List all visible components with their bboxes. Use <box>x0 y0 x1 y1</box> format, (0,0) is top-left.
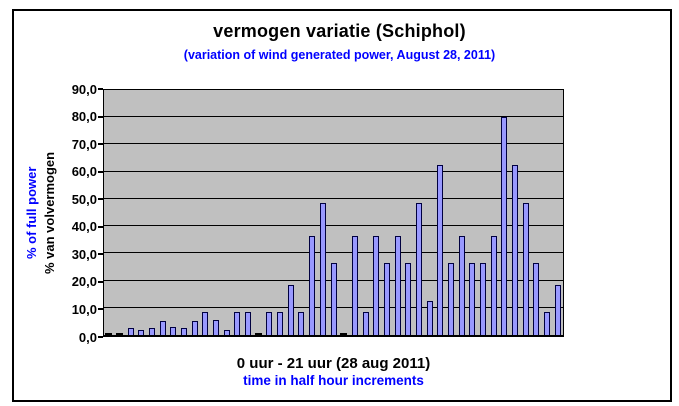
bar <box>245 312 251 335</box>
y-tick-mark <box>98 143 103 145</box>
y-axis-title-dutch: % van volvermogen <box>42 151 57 275</box>
gridline-60 <box>104 171 563 172</box>
y-tick-mark <box>98 253 103 255</box>
bar <box>544 312 550 335</box>
bar <box>224 330 230 335</box>
y-tick-label: 40,0 <box>71 219 97 234</box>
y-tick-mark <box>98 226 103 228</box>
bar <box>181 328 187 335</box>
bar <box>533 263 539 335</box>
bar <box>160 321 166 335</box>
y-tick-mark <box>98 281 103 283</box>
x-axis-subtitle: time in half hour increments <box>243 373 424 388</box>
bar <box>128 328 134 335</box>
bar <box>213 320 219 335</box>
bar <box>437 165 443 335</box>
y-tick-mark <box>98 336 103 338</box>
bar <box>266 312 272 335</box>
y-tick-mark <box>98 308 103 310</box>
bar <box>363 312 369 335</box>
bar <box>512 165 518 335</box>
bar <box>480 263 486 335</box>
bar <box>192 321 198 335</box>
bar-zero <box>340 333 347 335</box>
bar <box>277 312 283 335</box>
bar <box>405 263 411 335</box>
y-tick-label: 60,0 <box>71 164 97 179</box>
bar <box>138 330 144 335</box>
y-tick-mark <box>98 88 103 90</box>
gridline-30 <box>104 252 563 253</box>
chart-subtitle: (variation of wind generated power, Augu… <box>183 48 496 62</box>
bar <box>202 312 208 335</box>
bar <box>331 263 337 335</box>
bar <box>170 327 176 335</box>
bar <box>555 285 561 335</box>
bar <box>352 236 358 335</box>
bar-zero <box>255 333 262 335</box>
y-tick-label: 20,0 <box>71 274 97 289</box>
gridline-80 <box>104 116 563 117</box>
bar <box>373 236 379 335</box>
y-tick-label: 90,0 <box>71 82 97 97</box>
chart-title: vermogen variatie (Schiphol) <box>213 21 466 41</box>
gridline-50 <box>104 198 563 199</box>
y-axis-title-english: % of full power <box>24 166 39 260</box>
bar <box>416 203 422 335</box>
gridline-70 <box>104 143 563 144</box>
bar <box>459 236 465 335</box>
gridline-40 <box>104 225 563 226</box>
x-axis-title: 0 uur - 21 uur (28 aug 2011) <box>236 355 431 372</box>
bar <box>501 117 507 335</box>
bar <box>469 263 475 335</box>
y-tick-label: 80,0 <box>71 109 97 124</box>
y-tick-mark <box>98 198 103 200</box>
bar <box>149 328 155 335</box>
plot-area <box>103 89 564 337</box>
bar <box>395 236 401 335</box>
y-tick-mark <box>98 116 103 118</box>
y-tick-label: 30,0 <box>71 247 97 262</box>
bar <box>491 236 497 335</box>
y-tick-label: 10,0 <box>71 302 97 317</box>
bar <box>384 263 390 335</box>
bar <box>234 312 240 335</box>
bar <box>448 263 454 335</box>
bar <box>523 203 529 335</box>
bar-zero <box>105 333 112 335</box>
y-tick-label: 0,0 <box>78 330 97 345</box>
bar <box>309 236 315 335</box>
bar <box>298 312 304 335</box>
bar <box>427 301 433 335</box>
bar <box>288 285 294 335</box>
y-tick-label: 50,0 <box>71 192 97 207</box>
bar <box>320 203 326 335</box>
y-tick-mark <box>98 171 103 173</box>
y-tick-label: 70,0 <box>71 137 97 152</box>
bar-zero <box>116 333 123 335</box>
